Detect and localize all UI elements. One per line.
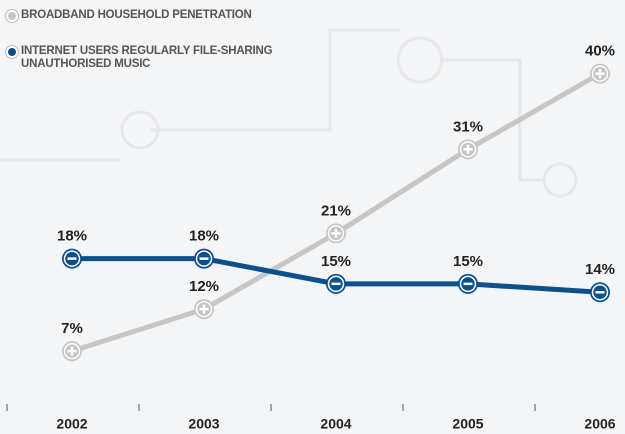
marker-ring: [195, 250, 213, 267]
data-point: [590, 282, 610, 303]
legend-label: INTERNET USERS REGULARLY FILE-SHARING UN…: [21, 45, 273, 70]
marker-ring: [63, 250, 81, 267]
x-tick-label: 2004: [320, 416, 351, 432]
data-point: [590, 63, 610, 84]
x-tick-label: 2005: [452, 416, 483, 432]
legend-swatch: [6, 46, 18, 58]
legend-item: INTERNET USERS REGULARLY FILE-SHARING UN…: [6, 45, 321, 71]
data-label: 14%: [585, 261, 615, 278]
marker-ring: [591, 284, 609, 301]
marker-ring: [63, 342, 81, 360]
data-point: [194, 248, 214, 269]
legend-swatch: [6, 10, 18, 22]
data-point: [326, 273, 346, 294]
marker-ring: [327, 275, 345, 293]
data-label: 21%: [321, 202, 351, 219]
marker-ring: [327, 225, 345, 242]
marker-ring: [459, 275, 477, 293]
data-label: 12%: [189, 278, 219, 295]
x-tick-label: 2003: [188, 416, 219, 432]
data-point: [194, 299, 214, 320]
data-point: [458, 139, 478, 160]
data-label: 15%: [321, 253, 351, 270]
marker-ring: [591, 65, 609, 82]
data-point: [62, 341, 82, 362]
data-label: 31%: [453, 118, 483, 135]
legend-label: BROADBAND HOUSEHOLD PENETRATION: [21, 9, 252, 21]
data-label: 15%: [453, 253, 483, 270]
data-point: [62, 248, 82, 269]
x-tick-label: 2006: [584, 416, 615, 432]
marker-ring: [195, 300, 213, 318]
x-tick-label: 2002: [56, 416, 87, 432]
data-label: 7%: [61, 320, 83, 337]
data-point: [458, 273, 478, 294]
data-label: 40%: [585, 43, 615, 60]
data-point: [326, 223, 346, 244]
legend-item: BROADBAND HOUSEHOLD PENETRATION: [6, 9, 321, 22]
marker-ring: [459, 141, 477, 158]
data-label: 18%: [189, 228, 219, 245]
data-label: 18%: [57, 228, 87, 245]
